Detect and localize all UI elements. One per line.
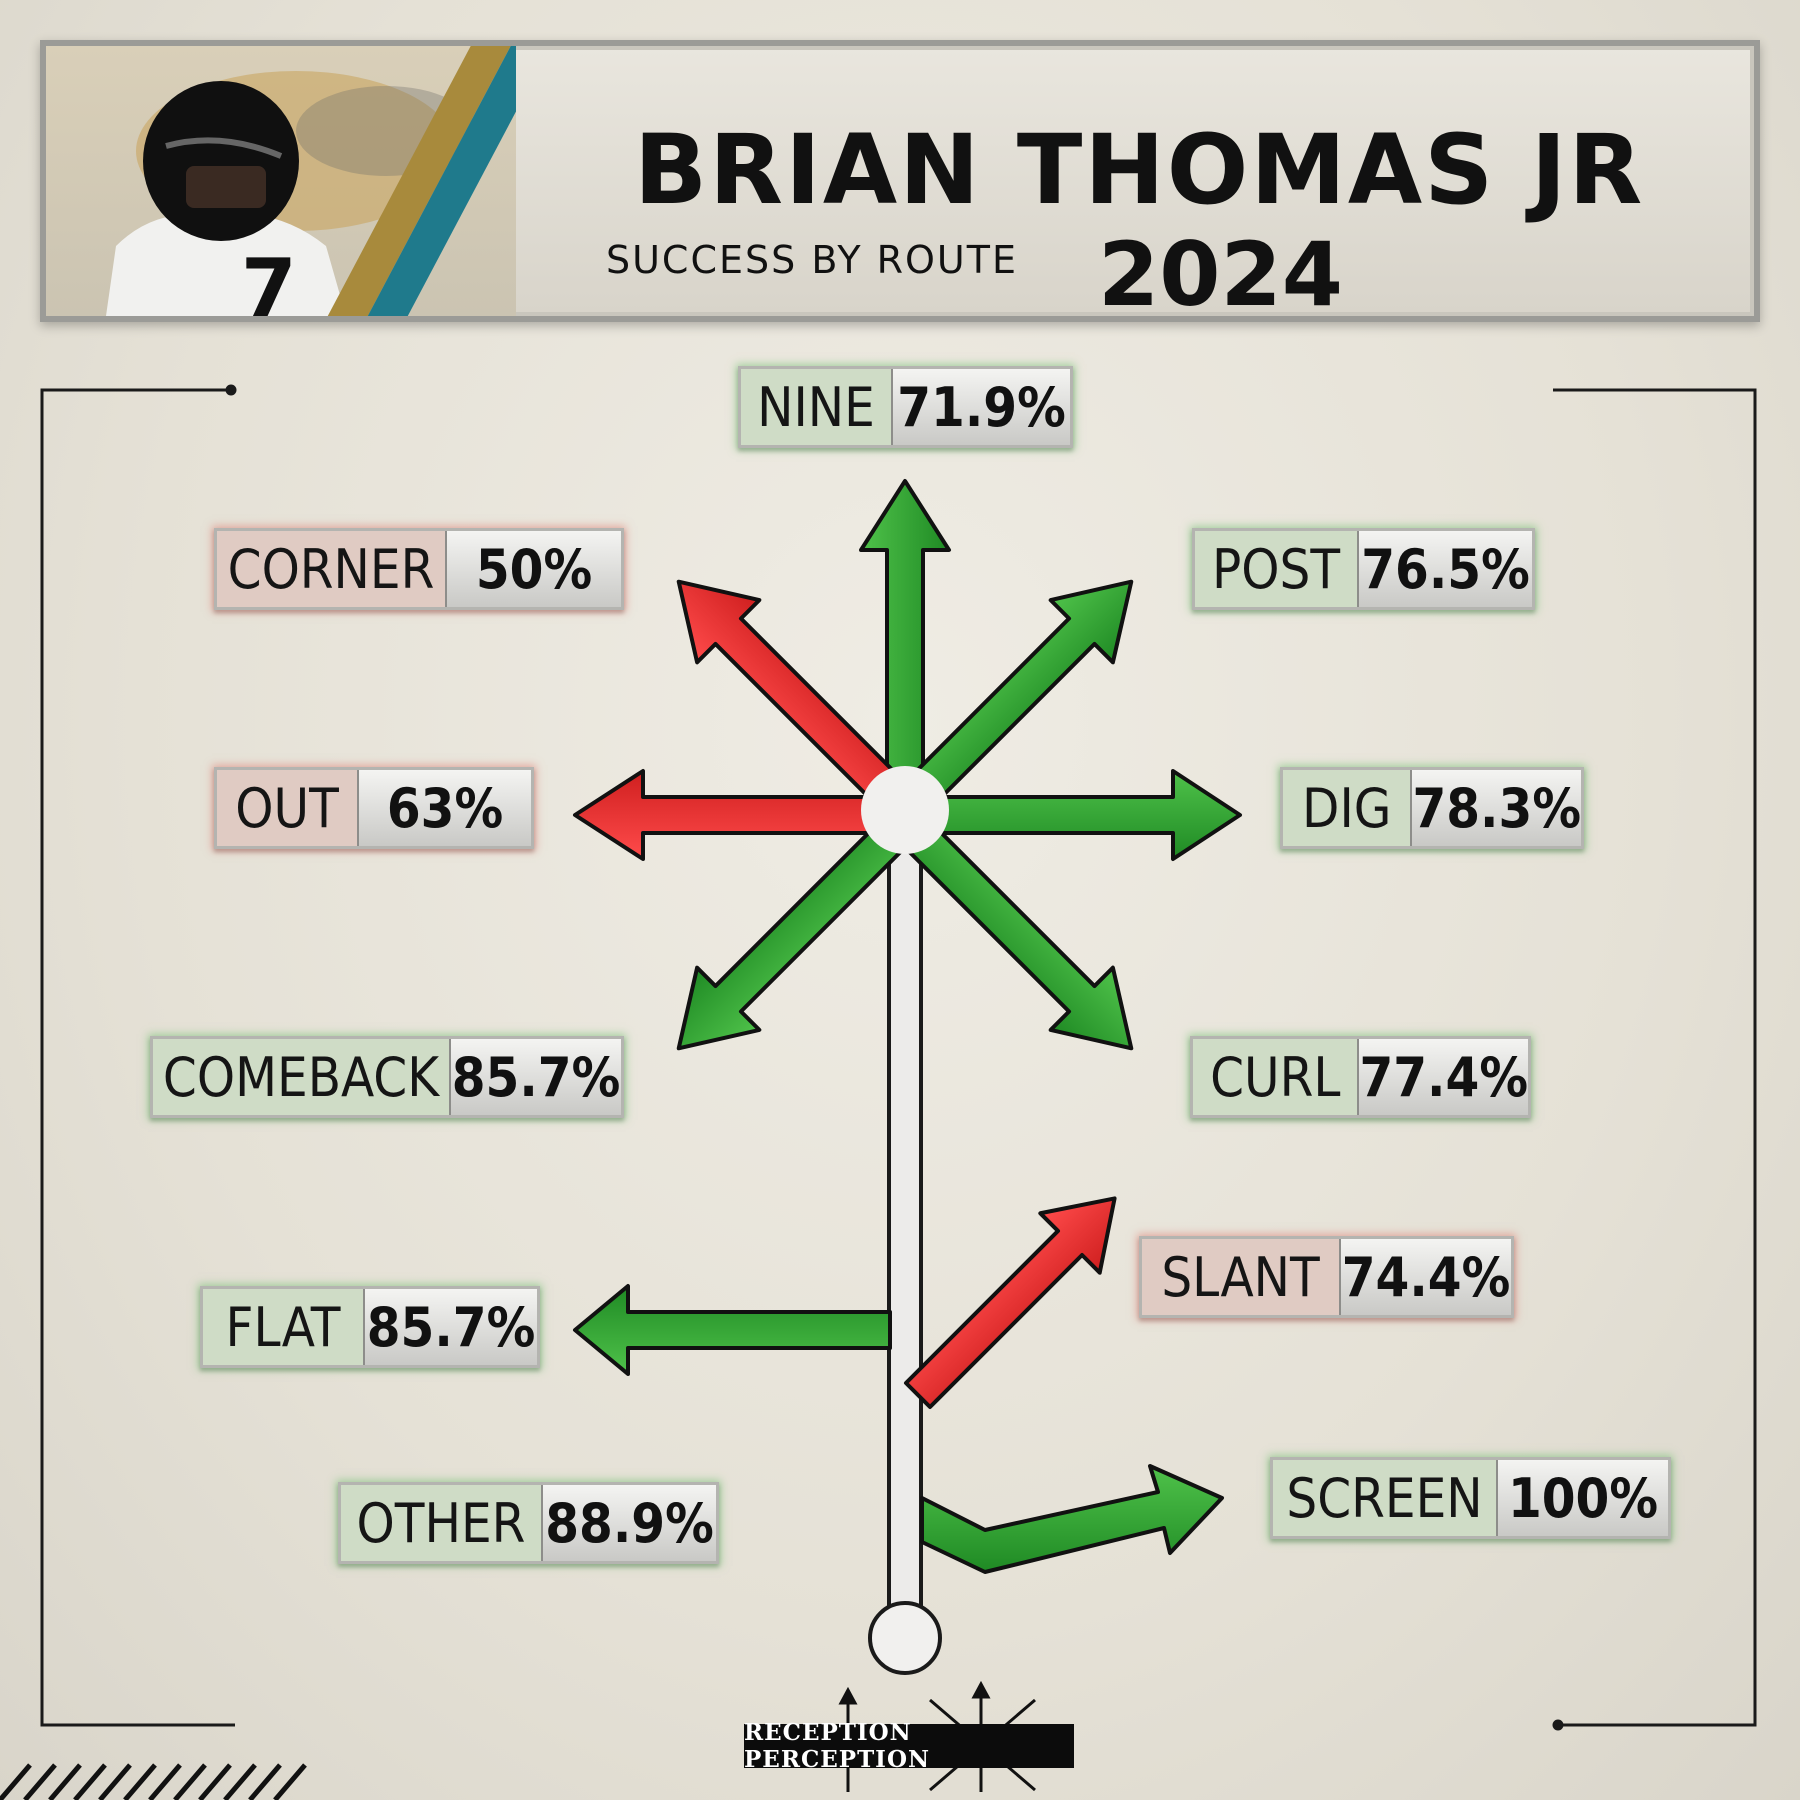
arrow-post xyxy=(890,579,1134,823)
route-percentage: 85.7% xyxy=(363,1289,537,1365)
route-hub xyxy=(861,766,949,854)
route-percentage: 77.4% xyxy=(1357,1039,1528,1115)
corner-hatch xyxy=(0,1763,307,1800)
route-label-nine: NINE 71.9% xyxy=(738,366,1073,448)
route-name: OTHER xyxy=(341,1485,541,1561)
arrow-comeback xyxy=(676,807,920,1051)
arrow-dig xyxy=(903,769,1242,861)
route-label-slant: SLANT 74.4% xyxy=(1139,1236,1514,1318)
route-percentage: 78.3% xyxy=(1410,770,1581,846)
route-label-dig: DIG 78.3% xyxy=(1280,767,1584,849)
route-label-out: OUT 63% xyxy=(214,767,534,849)
arrow-curl xyxy=(890,807,1134,1051)
frame-lines xyxy=(40,384,1757,1731)
route-label-comeback: COMEBACK 85.7% xyxy=(150,1036,624,1118)
season-year: 2024 xyxy=(1098,223,1343,322)
route-name: SLANT xyxy=(1142,1239,1339,1315)
route-percentage: 63% xyxy=(357,770,531,846)
brand-logo: RECEPTION PERCEPTION xyxy=(744,1719,1074,1773)
route-label-corner: CORNER 50% xyxy=(214,528,624,610)
route-percentage: 74.4% xyxy=(1339,1239,1511,1315)
arrow-slant xyxy=(903,1196,1117,1410)
chart-subtitle: SUCCESS BY ROUTE xyxy=(606,238,1018,282)
route-name: FLAT xyxy=(203,1289,363,1365)
route-label-post: POST 76.5% xyxy=(1192,528,1535,610)
route-origin xyxy=(868,1601,942,1675)
player-name: BRIAN THOMAS JR xyxy=(634,114,1645,226)
arrow-out xyxy=(573,769,907,861)
route-label-flat: FLAT 85.7% xyxy=(200,1286,540,1368)
route-name: COMEBACK xyxy=(153,1039,449,1115)
route-name: NINE xyxy=(741,369,891,445)
route-label-other: OTHER 88.9% xyxy=(338,1482,719,1564)
arrow-flat xyxy=(573,1284,892,1376)
route-name: OUT xyxy=(217,770,357,846)
route-percentage: 88.9% xyxy=(541,1485,716,1561)
route-percentage: 76.5% xyxy=(1357,531,1532,607)
route-percentage: 85.7% xyxy=(449,1039,621,1115)
jersey-number: 7 xyxy=(241,242,297,316)
header-banner: 7 BRIAN THOMAS JR SUCCESS BY ROUTE 2024 xyxy=(40,40,1760,322)
player-photo: 7 xyxy=(46,46,516,316)
route-name: CURL xyxy=(1193,1039,1358,1115)
arrow-screen xyxy=(920,1464,1224,1574)
route-percentage: 100% xyxy=(1496,1460,1668,1536)
arrow-corner xyxy=(676,579,920,823)
route-name: DIG xyxy=(1283,770,1411,846)
route-percentage: 71.9% xyxy=(891,369,1070,445)
route-label-screen: SCREEN 100% xyxy=(1270,1457,1671,1539)
route-name: POST xyxy=(1195,531,1357,607)
route-name: CORNER xyxy=(217,531,445,607)
route-percentage: 50% xyxy=(445,531,621,607)
route-name: SCREEN xyxy=(1273,1460,1496,1536)
route-label-curl: CURL 77.4% xyxy=(1190,1036,1531,1118)
